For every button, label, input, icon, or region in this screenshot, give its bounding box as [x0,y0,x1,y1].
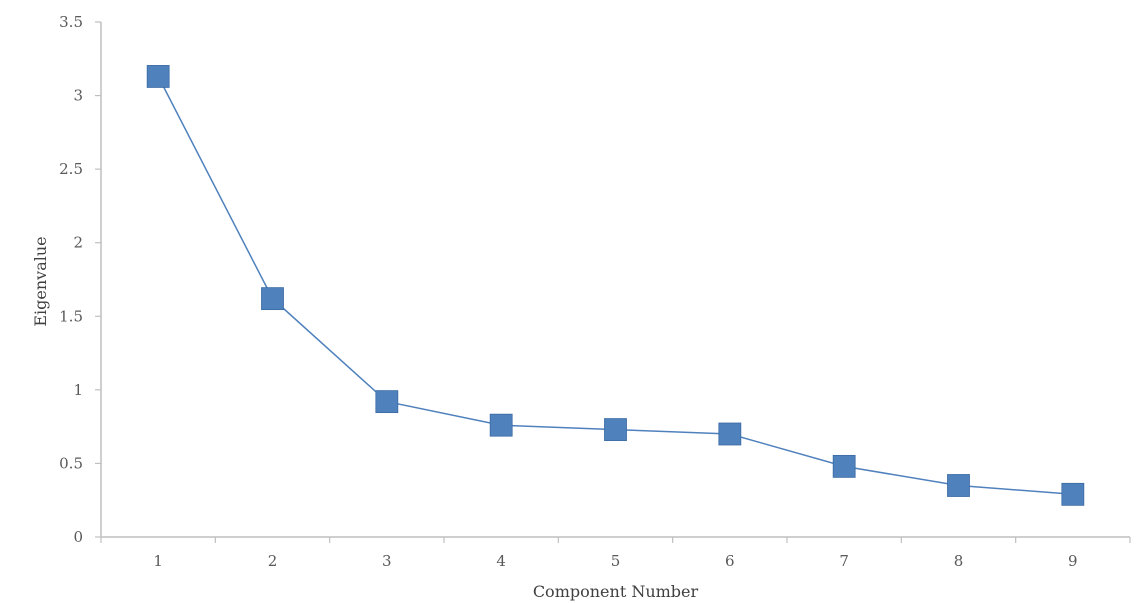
x-axis-title: Component Number [533,582,699,601]
data-point-marker [947,474,970,497]
data-point-marker [1061,482,1085,506]
x-tick-label: 6 [725,552,735,570]
y-tick-label: 0 [73,528,83,546]
x-tick-label: 2 [268,552,278,570]
data-point-marker [261,287,284,311]
data-point-marker [718,422,742,446]
y-tick-label: 2 [73,234,83,252]
data-point-marker [489,413,513,437]
x-tick-label: 8 [954,552,964,570]
y-tick-label: 2.5 [59,160,83,178]
x-tick-label: 3 [382,552,392,570]
x-tick-label: 1 [153,552,163,570]
x-tick-label: 5 [611,552,621,570]
y-tick-label: 3 [73,87,83,105]
y-axis-ticks: 0 0.5 1 1.5 2 2.5 3 3.5 [59,13,101,546]
x-tick-label: 9 [1068,552,1078,570]
data-point-marker [375,390,399,414]
y-tick-label: 0.5 [59,454,83,472]
y-tick-label: 1 [73,381,83,399]
y-tick-label: 1.5 [59,307,83,325]
x-tick-label: 7 [839,552,849,570]
data-point-marker [832,454,856,478]
data-point-marker [604,418,627,441]
axes [100,22,1130,538]
x-axis-ticks: 1 2 3 4 5 6 7 8 9 [100,537,1131,570]
series-group [146,65,1085,506]
y-tick-label: 3.5 [59,13,83,31]
x-tick-label: 4 [496,552,506,570]
y-axis-title: Eigenvalue [31,236,50,326]
data-point-marker [146,65,170,88]
